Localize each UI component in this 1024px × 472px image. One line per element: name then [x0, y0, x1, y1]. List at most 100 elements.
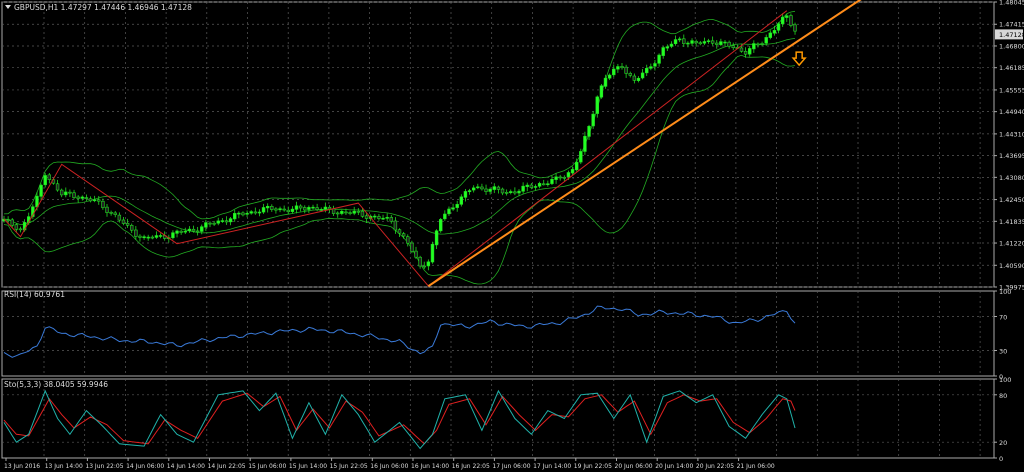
bull-candle[interactable]: [228, 218, 233, 223]
bull-candle[interactable]: [521, 185, 525, 192]
bear-candle[interactable]: [191, 228, 196, 232]
bear-candle[interactable]: [360, 210, 365, 217]
bull-candle[interactable]: [785, 15, 789, 18]
bull-candle[interactable]: [426, 261, 431, 267]
bear-candle[interactable]: [224, 220, 229, 223]
bear-candle[interactable]: [731, 45, 735, 48]
bull-candle[interactable]: [780, 16, 785, 25]
bear-candle[interactable]: [789, 15, 793, 26]
bull-candle[interactable]: [158, 235, 163, 237]
bear-candle[interactable]: [270, 206, 274, 210]
bull-candle[interactable]: [455, 204, 459, 208]
bear-candle[interactable]: [72, 192, 76, 198]
bull-candle[interactable]: [187, 228, 192, 232]
bull-candle[interactable]: [607, 74, 612, 79]
bull-candle[interactable]: [307, 207, 311, 210]
sell-arrow-icon[interactable]: [791, 51, 807, 67]
bull-candle[interactable]: [517, 190, 521, 194]
bull-candle[interactable]: [319, 209, 323, 211]
bull-candle[interactable]: [352, 210, 356, 214]
bull-candle[interactable]: [533, 186, 538, 188]
bear-candle[interactable]: [756, 43, 760, 46]
bull-candle[interactable]: [702, 41, 707, 44]
bull-candle[interactable]: [748, 48, 752, 55]
bear-candle[interactable]: [117, 214, 122, 221]
bear-candle[interactable]: [484, 188, 488, 192]
bull-candle[interactable]: [537, 183, 542, 187]
bear-candle[interactable]: [6, 219, 10, 221]
bear-candle[interactable]: [138, 235, 142, 238]
bear-candle[interactable]: [480, 186, 484, 190]
bear-candle[interactable]: [727, 41, 731, 47]
bear-candle[interactable]: [715, 42, 719, 45]
bear-candle[interactable]: [496, 186, 501, 190]
bear-candle[interactable]: [698, 42, 702, 45]
bull-candle[interactable]: [673, 39, 678, 45]
bull-candle[interactable]: [220, 220, 225, 222]
bull-candle[interactable]: [278, 208, 282, 211]
bear-candle[interactable]: [274, 208, 278, 211]
bull-candle[interactable]: [249, 211, 253, 214]
bear-candle[interactable]: [624, 66, 628, 74]
bull-candle[interactable]: [723, 41, 727, 44]
bear-candle[interactable]: [422, 265, 426, 268]
bear-candle[interactable]: [406, 236, 410, 244]
bear-candle[interactable]: [410, 242, 414, 252]
bull-candle[interactable]: [311, 206, 315, 209]
bull-candle[interactable]: [175, 230, 179, 234]
bull-candle[interactable]: [459, 196, 464, 205]
bear-candle[interactable]: [150, 236, 155, 239]
bear-candle[interactable]: [356, 210, 361, 213]
bull-candle[interactable]: [669, 43, 674, 47]
bull-candle[interactable]: [554, 176, 558, 180]
bear-candle[interactable]: [620, 66, 624, 69]
bear-candle[interactable]: [134, 229, 138, 237]
bear-candle[interactable]: [208, 222, 212, 225]
bear-candle[interactable]: [212, 222, 216, 225]
bull-candle[interactable]: [616, 66, 620, 70]
bull-candle[interactable]: [340, 210, 344, 214]
bull-candle[interactable]: [649, 66, 653, 69]
bull-candle[interactable]: [142, 236, 146, 239]
bear-candle[interactable]: [739, 47, 744, 52]
bull-candle[interactable]: [430, 243, 435, 263]
bear-candle[interactable]: [401, 233, 406, 237]
bear-candle[interactable]: [710, 40, 715, 44]
bear-candle[interactable]: [793, 24, 797, 32]
bear-candle[interactable]: [327, 206, 332, 210]
bear-candle[interactable]: [529, 184, 534, 188]
bear-candle[interactable]: [113, 212, 117, 215]
bull-candle[interactable]: [583, 135, 587, 152]
bull-candle[interactable]: [574, 161, 579, 171]
bear-candle[interactable]: [125, 222, 130, 226]
bear-candle[interactable]: [10, 219, 14, 226]
stochastic-panel[interactable]: [3, 389, 796, 450]
bull-candle[interactable]: [447, 208, 451, 215]
bear-candle[interactable]: [47, 174, 52, 180]
bear-candle[interactable]: [18, 228, 23, 231]
bear-candle[interactable]: [542, 183, 546, 186]
bull-candle[interactable]: [706, 40, 711, 43]
bull-candle[interactable]: [686, 42, 690, 45]
bear-candle[interactable]: [253, 211, 258, 214]
bear-candle[interactable]: [500, 188, 505, 194]
bull-candle[interactable]: [657, 54, 661, 64]
bull-candle[interactable]: [265, 205, 270, 209]
trendline[interactable]: [427, 0, 865, 287]
bear-candle[interactable]: [286, 209, 290, 213]
bull-candle[interactable]: [154, 235, 159, 238]
bull-candle[interactable]: [579, 151, 583, 163]
bear-candle[interactable]: [303, 207, 307, 211]
bear-candle[interactable]: [344, 211, 348, 214]
bear-candle[interactable]: [694, 40, 698, 44]
bear-candle[interactable]: [55, 183, 60, 191]
bear-candle[interactable]: [760, 43, 764, 45]
bull-candle[interactable]: [587, 126, 591, 137]
bull-candle[interactable]: [550, 179, 554, 184]
bear-candle[interactable]: [241, 212, 245, 216]
bull-candle[interactable]: [43, 175, 47, 186]
bear-candle[interactable]: [377, 216, 381, 219]
bear-candle[interactable]: [315, 207, 319, 211]
bull-candle[interactable]: [488, 188, 492, 192]
